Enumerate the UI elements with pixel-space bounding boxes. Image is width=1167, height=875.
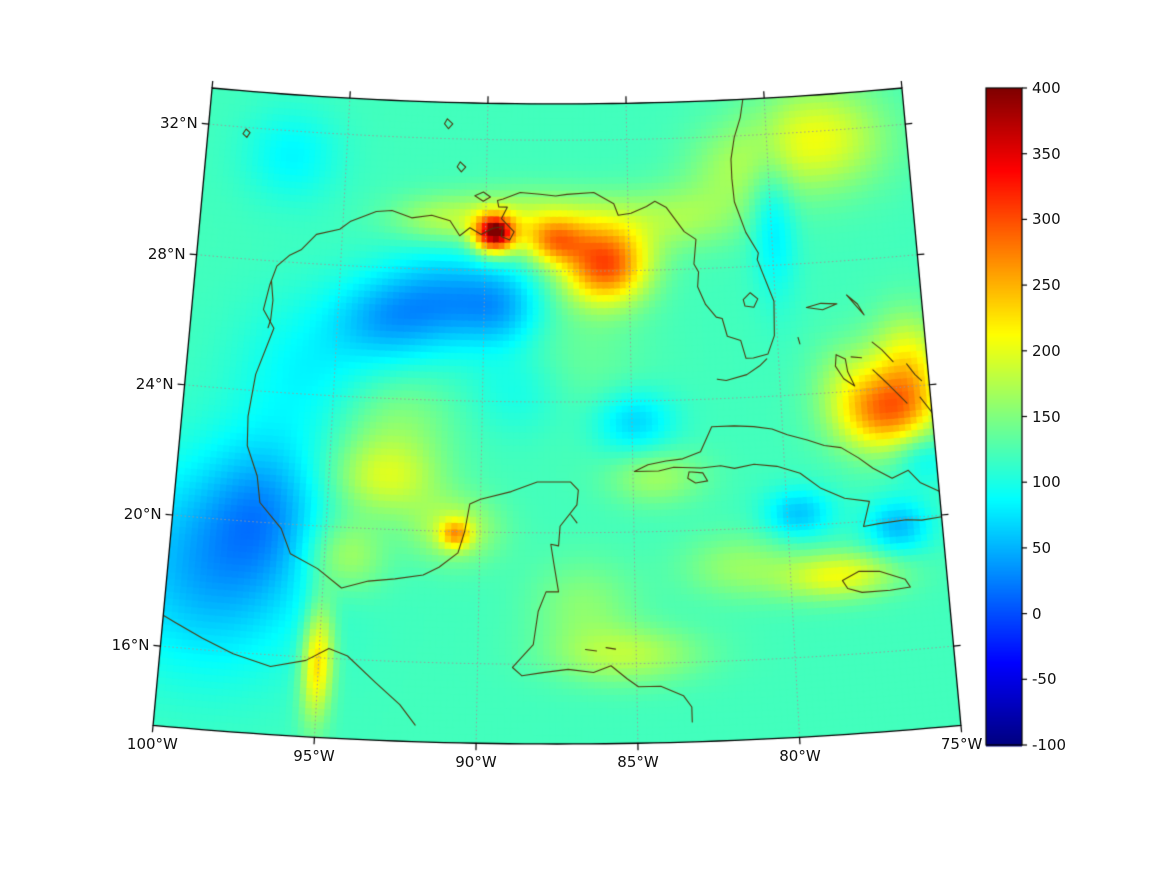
map-figure: 100°W 95°W 90°W 85°W 80°W 75°W 32°N 28°N 24°N 20°… — [0, 0, 1167, 875]
plot-canvas — [0, 0, 1167, 875]
